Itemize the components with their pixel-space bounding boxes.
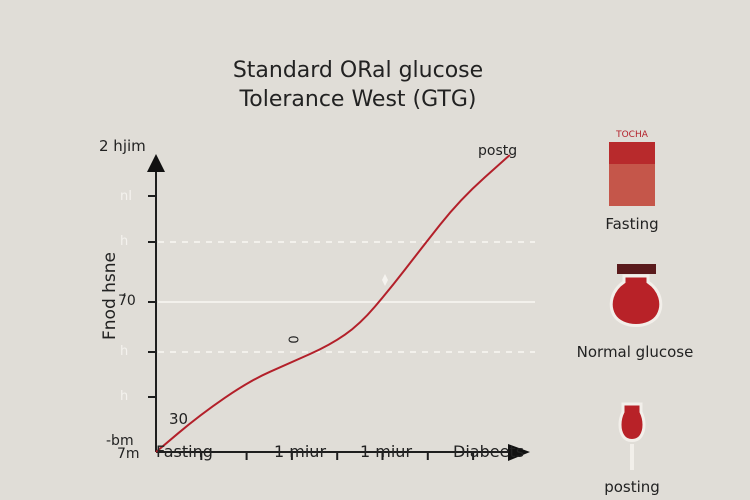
y-axis-label: Fnod hsne — [100, 251, 120, 340]
y-axis-arrow-icon — [147, 154, 165, 172]
blood-dropper-icon — [618, 402, 646, 470]
chart-title: Standard ORal glucose Tolerance West (GT… — [0, 56, 716, 114]
y-tick-label: 7́0 — [118, 293, 136, 309]
series-line — [155, 154, 511, 453]
legend-label: posting — [604, 478, 660, 496]
y-top-label: 2 hjim — [99, 137, 146, 155]
legend-label: Fasting — [605, 215, 659, 233]
annotation-end: postg — [478, 143, 518, 159]
annotation-mid: 0 — [284, 335, 300, 344]
y-tick-label: nI — [120, 189, 133, 204]
x-tick-label: 1 miur — [274, 442, 327, 461]
y-tick-label: -bm — [106, 433, 134, 449]
y-tick-label: h — [120, 234, 129, 249]
title-line-2: Tolerance West (GTG) — [239, 87, 477, 112]
tube-tag: TOCHA — [616, 130, 648, 140]
blood-tube-icon — [609, 142, 655, 206]
title-line-1: Standard ORal glucose — [232, 58, 484, 83]
y-bottom-label: 7m — [117, 446, 140, 462]
y-tick-label: h — [120, 344, 129, 359]
blood-flask-icon — [609, 264, 663, 327]
x-tick-label: 1 miur — [360, 442, 413, 461]
legend-label: Normal glucose — [576, 343, 694, 361]
annotation-start: 30 — [169, 410, 189, 428]
legend-item-normal-glucose: Normal glucose — [570, 263, 700, 361]
marker-icon — [382, 274, 388, 286]
y-tick-label: h — [120, 389, 129, 404]
x-tick-label: Fasting — [156, 442, 213, 461]
x-axis-arrow-icon — [508, 444, 530, 461]
legend-item-fasting: TOCHA Fasting — [590, 130, 674, 233]
legend-item-posting: posting — [590, 392, 674, 496]
x-tick-label: Diabeets — [453, 442, 525, 461]
